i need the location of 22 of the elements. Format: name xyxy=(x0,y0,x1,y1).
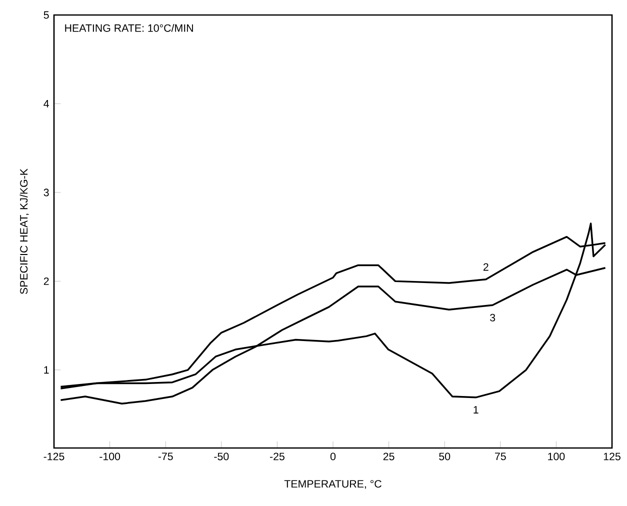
series-label: 1 xyxy=(474,406,478,414)
x-tick-label: -50 xyxy=(214,452,229,460)
x-tick-label: 0 xyxy=(330,452,336,460)
annotation: HEATING RATE: 10°C/MIN xyxy=(65,24,193,32)
x-tick-label: -25 xyxy=(270,452,284,460)
y-tick-label: 3 xyxy=(44,188,49,196)
x-tick-label: 50 xyxy=(439,452,450,460)
y-tick-label: 5 xyxy=(44,11,49,19)
x-tick-label: -75 xyxy=(158,452,173,460)
series-label: 3 xyxy=(490,314,496,322)
y-tick-label: 2 xyxy=(44,277,49,285)
x-tick-label: 125 xyxy=(604,452,620,460)
x-tick-label: -100 xyxy=(100,452,120,460)
y-tick-label: 1 xyxy=(44,366,49,374)
x-tick-label: 100 xyxy=(548,452,565,460)
x-tick-label: 25 xyxy=(383,452,394,460)
series-label: 2 xyxy=(483,263,488,271)
x-tick-label: 75 xyxy=(495,452,506,460)
x-axis-title: TEMPERATURE, °C xyxy=(284,480,382,489)
y-tick-label: 4 xyxy=(44,100,49,108)
y-axis-title: SPECIFIC HEAT, KJ/KG-K xyxy=(20,168,29,294)
x-tick-label: -125 xyxy=(44,452,64,460)
